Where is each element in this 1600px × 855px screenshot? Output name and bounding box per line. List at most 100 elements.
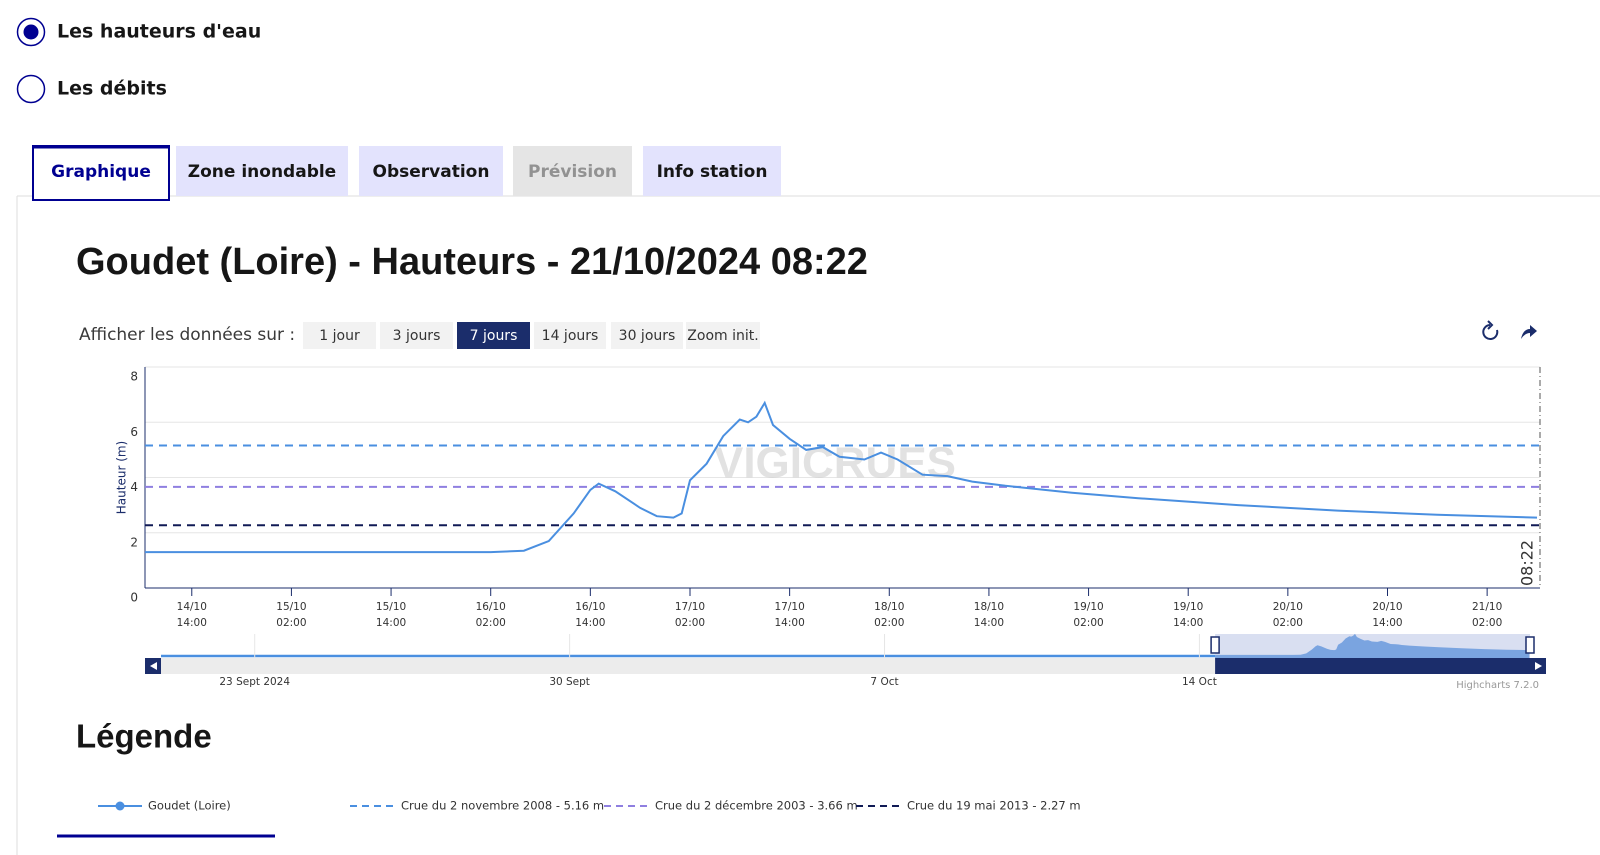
credits: Highcharts 7.2.0 [1456, 680, 1539, 691]
x-tick-label: 14:00 [575, 617, 605, 629]
radio[interactable]: Les débits [16, 74, 167, 104]
range-button[interactable]: 1 jour [303, 322, 376, 349]
navigator: 23 Sept 2024 30 Sept 7 Oct 14 Oct [145, 633, 1546, 688]
x-tick-label: 02:00 [1273, 617, 1303, 629]
scrollbar-thumb[interactable] [1215, 658, 1530, 674]
share-icon[interactable] [1521, 325, 1537, 339]
navigator-mask [1215, 634, 1530, 658]
range-button-bg [611, 322, 683, 349]
refresh-arc [1482, 324, 1499, 340]
tab-label: Observation [373, 162, 490, 182]
navigator-area [1215, 633, 1530, 658]
legend-item[interactable]: Goudet (Loire) [98, 799, 231, 813]
refresh-icon[interactable] [1482, 320, 1499, 340]
tab-bg [513, 146, 632, 196]
x-tick-label: 15/10 [276, 601, 306, 613]
now-label: 08:22 [1518, 540, 1537, 586]
x-tick-label: 18/10 [874, 601, 904, 613]
range-button[interactable]: 7 jours [457, 322, 530, 349]
radio-dot [23, 24, 39, 40]
x-tick-label: 21/10 [1472, 601, 1502, 613]
x-tick-label: 14:00 [1173, 617, 1203, 629]
x-tick-label: 02:00 [675, 617, 705, 629]
tab-bg [176, 146, 348, 196]
navigator-label: 23 Sept 2024 [219, 676, 290, 688]
legend-item[interactable]: Crue du 2 novembre 2008 - 5.16 m [350, 799, 604, 813]
legend-marker [115, 801, 125, 811]
radio-circle [16, 74, 46, 104]
x-tick-label: 02:00 [476, 617, 506, 629]
radio-label: Les débits [57, 78, 167, 100]
x-tick-label: 17/10 [775, 601, 805, 613]
legend-label: Crue du 19 mai 2013 - 2.27 m [907, 799, 1081, 813]
range-label: Afficher les données sur : [79, 325, 295, 345]
x-tick-label: 20/10 [1273, 601, 1303, 613]
navigator-handle[interactable] [1525, 636, 1535, 654]
range-button-label: 7 jours [470, 328, 518, 344]
x-tick-label: 02:00 [1073, 617, 1103, 629]
y-tick-label: 0 [130, 591, 138, 605]
tab[interactable]: Observation [359, 146, 503, 196]
range-button-bg [534, 322, 606, 349]
legend-item[interactable]: Crue du 19 mai 2013 - 2.27 m [856, 799, 1081, 813]
y-tick-label: 6 [130, 425, 138, 439]
legend-item[interactable]: Crue du 2 décembre 2003 - 3.66 m [604, 799, 858, 813]
range-button[interactable]: Zoom init. [686, 322, 760, 349]
y-tick-label: 2 [130, 535, 138, 549]
range-button-bg [303, 322, 376, 349]
tab-label: Graphique [51, 162, 151, 182]
x-tick-label: 02:00 [276, 617, 306, 629]
range-button-label: 3 jours [393, 328, 441, 344]
x-tick-label: 17/10 [675, 601, 705, 613]
y-tick-label: 8 [130, 370, 138, 384]
scrollbar-arrow [1535, 662, 1542, 670]
tab[interactable]: Info station [643, 146, 781, 196]
x-tick-label: 14:00 [974, 617, 1004, 629]
x-tick-label: 16/10 [575, 601, 605, 613]
x-tick-label: 02:00 [874, 617, 904, 629]
range-button-label: 1 jour [319, 328, 360, 344]
navigator-label: 30 Sept [549, 676, 590, 688]
range-button-bg [686, 322, 760, 349]
plot: 0 2 4 6 8 Hauteur (m) 14/10 14:00 15/10 02:00 15/1… [115, 366, 1541, 629]
x-tick-label: 14/10 [177, 601, 207, 613]
tab-bg [643, 146, 781, 196]
tab-label: Prévision [528, 162, 617, 182]
tab-label: Info station [657, 162, 768, 182]
range-button-bg [380, 322, 453, 349]
x-tick-label: 14:00 [376, 617, 406, 629]
range-button-label: Zoom init. [687, 328, 758, 344]
x-tick-label: 14:00 [177, 617, 207, 629]
legend-label: Crue du 2 novembre 2008 - 5.16 m [401, 799, 604, 813]
x-tick-label: 19/10 [1073, 601, 1103, 613]
series-line [145, 400, 1538, 554]
scrollbar-arrow [150, 662, 157, 670]
x-tick-label: 16/10 [476, 601, 506, 613]
tab[interactable]: Zone inondable [176, 146, 348, 196]
navigator-label: 7 Oct [870, 676, 898, 688]
navigator-handle[interactable] [1210, 636, 1220, 654]
chart-title: Goudet (Loire) - Hauteurs - 21/10/2024 0… [76, 241, 868, 283]
range-button[interactable]: 14 jours [534, 322, 606, 349]
x-tick-label: 18/10 [974, 601, 1004, 613]
legend-label: Goudet (Loire) [148, 799, 231, 813]
x-tick-label: 19/10 [1173, 601, 1203, 613]
range-button[interactable]: 3 jours [380, 322, 453, 349]
navigator-label: 14 Oct [1182, 676, 1217, 688]
watermark: VIGICRUES [714, 439, 956, 488]
tab[interactable]: Graphique [32, 145, 170, 201]
radio-label: Les hauteurs d'eau [57, 21, 261, 43]
scrollbar-track [161, 658, 1530, 674]
radio[interactable]: Les hauteurs d'eau [16, 17, 262, 47]
tab-bg [32, 145, 170, 201]
legend-title: Légende [76, 718, 212, 755]
y-axis-title: Hauteur (m) [115, 441, 129, 514]
legend: Goudet (Loire) Crue du 2 novembre 2008 - … [98, 799, 1081, 813]
x-tick-label: 20/10 [1372, 601, 1402, 613]
navigator-bg [161, 634, 1530, 658]
range-button[interactable]: 30 jours [611, 322, 683, 349]
tab-label: Zone inondable [188, 162, 336, 182]
x-tick-label: 15/10 [376, 601, 406, 613]
y-tick-label: 4 [130, 480, 138, 494]
